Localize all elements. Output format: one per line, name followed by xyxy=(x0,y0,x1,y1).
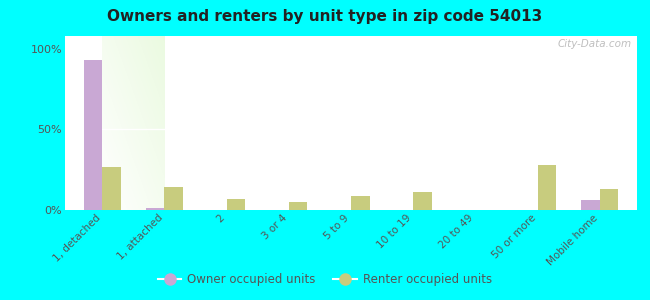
Bar xyxy=(413,192,432,210)
Bar xyxy=(102,167,121,210)
Bar xyxy=(227,199,245,210)
Bar xyxy=(538,165,556,210)
Bar xyxy=(581,200,600,210)
Text: Owners and renters by unit type in zip code 54013: Owners and renters by unit type in zip c… xyxy=(107,9,543,24)
Bar xyxy=(289,202,307,210)
Text: City-Data.com: City-Data.com xyxy=(557,40,631,50)
Bar xyxy=(164,188,183,210)
Bar xyxy=(146,208,164,210)
Bar xyxy=(84,60,102,210)
Bar xyxy=(600,189,618,210)
Bar xyxy=(351,196,370,210)
Legend: Owner occupied units, Renter occupied units: Owner occupied units, Renter occupied un… xyxy=(153,269,497,291)
